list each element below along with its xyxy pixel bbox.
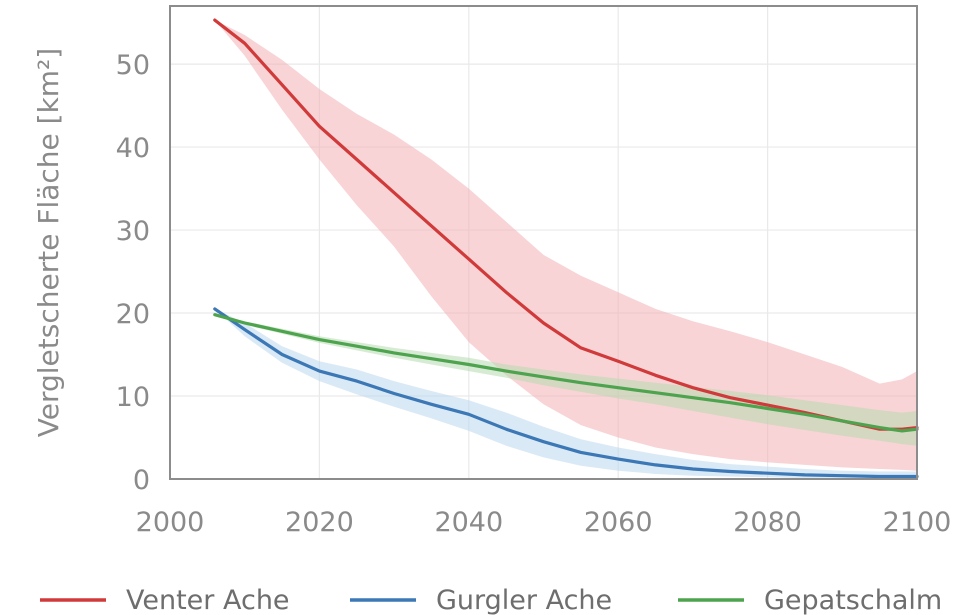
band-layer [214,20,918,479]
legend-label-gurgler-ache: Gurgler Ache [436,585,612,615]
y-tick-label: 50 [116,50,150,81]
y-tick-label: 10 [116,382,150,413]
x-tick-label: 2040 [434,507,503,538]
band-gurgler-ache [214,308,918,479]
y-tick-label: 30 [116,216,150,247]
x-tick-label: 2100 [883,507,952,538]
x-tick-label: 2000 [136,507,205,538]
series-line-gurgler-ache [213,307,919,479]
series-line-gepatschalm [213,313,919,433]
y-tick-label: 20 [116,299,150,330]
band-venter-ache [214,20,918,471]
plot-frame [169,5,918,480]
y-tick-label: 0 [133,465,150,496]
x-tick-label: 2080 [733,507,802,538]
x-tick-label: 2060 [584,507,653,538]
y-tick-labels: 0 10 20 30 40 50 [116,50,150,496]
y-axis-label: Vergletscherte Fläche [km²] [32,48,65,437]
x-tick-label: 2020 [285,507,354,538]
y-tick-label: 40 [116,133,150,164]
legend-label-venter-ache: Venter Ache [126,585,290,615]
line-layer [213,18,919,479]
legend: Venter Ache Gurgler Ache Gepatschalm [40,585,942,615]
legend-label-gepatschalm: Gepatschalm [764,585,942,615]
x-tick-labels: 2000 2020 2040 2060 2080 2100 [136,507,952,538]
